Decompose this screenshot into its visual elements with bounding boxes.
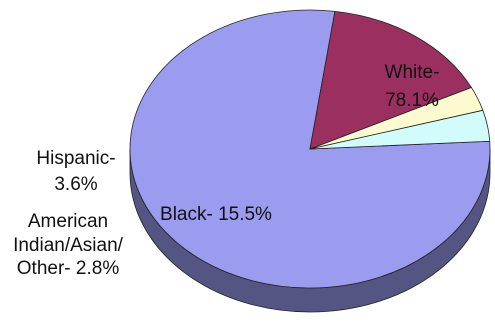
slice-label-white: White- 78.1% [385,62,440,111]
slice-label-black: Black- 15.5% [160,204,272,225]
slice-label-line: Indian/Asian/ [13,235,124,256]
pie-slice-hispanic [309,109,491,150]
slice-label-line: Hispanic- [36,148,115,169]
slice-label-line: American [28,211,108,232]
pie-slices [129,9,491,289]
pie-slice-black [309,10,473,150]
slice-label-line: White- [385,62,440,83]
pie-labels: White- 78.1% Black- 15.5% American Indian/As… [13,62,439,279]
slice-label-line: 78.1% [385,90,439,111]
slice-label-line: Other- 2.8% [17,258,120,279]
slice-label-line: Black- 15.5% [160,204,272,225]
slice-label-american-indian-asian-other: American Indian/Asian/Other- 2.8% [13,211,124,279]
slice-label-line: 3.6% [54,174,97,195]
slice-label-hispanic: Hispanic- 3.6% [36,148,115,195]
